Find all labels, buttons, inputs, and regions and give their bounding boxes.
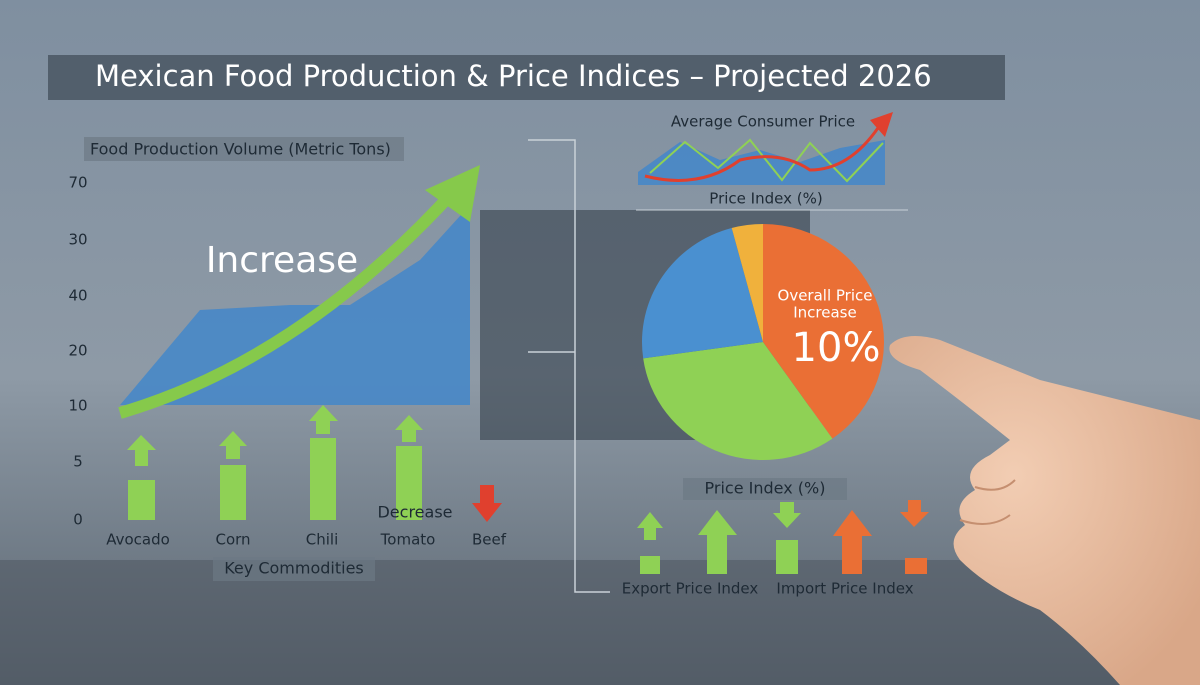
up-arrow (637, 512, 663, 540)
up-arrow (127, 435, 156, 466)
down-arrow (472, 485, 502, 522)
up-arrow (698, 510, 737, 574)
indices-title: Price Index (%) (705, 479, 826, 498)
pie-value: 10% (792, 325, 881, 371)
y-tick-label: 10 (68, 397, 87, 415)
x-label: Avocado (106, 531, 170, 549)
title-band (48, 55, 1005, 100)
mini-trend (644, 124, 882, 182)
pie (642, 224, 884, 461)
x-labels: Avocado Corn Chili Tomato Beef (106, 531, 507, 549)
bracket (528, 139, 610, 593)
y-ticks: 70 30 40 20 10 5 0 (68, 174, 87, 529)
x-label: Corn (215, 531, 250, 549)
bar (220, 465, 246, 520)
y-tick-label: 20 (68, 342, 87, 360)
bar (640, 556, 660, 574)
index-label: Export Price Index (622, 580, 759, 598)
index-label: Import Price Index (776, 580, 913, 598)
price-title: Average Consumer Price (671, 113, 855, 131)
bar (905, 558, 927, 574)
bar (128, 480, 155, 520)
commodity-bars (127, 405, 423, 520)
bar (396, 446, 422, 520)
x-label: Tomato (380, 531, 436, 549)
y-tick-label: 40 (68, 287, 87, 305)
label-box (84, 137, 404, 161)
pie-slice (642, 228, 763, 359)
arrow-head (425, 165, 480, 222)
y-tick-label: 0 (73, 511, 83, 529)
up-arrow (833, 510, 872, 574)
y-tick-label: 5 (73, 453, 83, 471)
axis-title: Food Production Volume (Metric Tons) (90, 140, 391, 159)
x-label: Chili (306, 531, 338, 549)
hand-creases (959, 479, 1016, 525)
trend-arrow (118, 185, 460, 419)
price-axis-label: Price Index (%) (709, 190, 822, 208)
pie-label: Increase (793, 304, 856, 322)
decrease-label: Decrease (377, 503, 452, 522)
up-arrow (309, 405, 338, 434)
x-label: Beef (472, 531, 507, 549)
annotation: Increase (206, 240, 358, 281)
bar (310, 438, 336, 520)
y-tick-label: 70 (68, 174, 87, 192)
mini-area (638, 140, 885, 185)
down-arrow (900, 500, 929, 527)
label-box (213, 557, 375, 581)
pie-label: Overall Price (778, 287, 873, 305)
up-arrow (395, 415, 423, 442)
x-axis-title: Key Commodities (224, 559, 364, 578)
up-arrow (219, 431, 247, 459)
mini-arrow-head (870, 112, 893, 137)
label-box (683, 478, 847, 500)
pie-slice (643, 342, 833, 461)
pie-slice (763, 224, 884, 439)
title: Mexican Food Production & Price Indices … (95, 59, 932, 93)
area (120, 205, 470, 405)
down-arrow (773, 502, 801, 528)
y-tick-label: 30 (68, 231, 87, 249)
mini-line (649, 138, 884, 183)
hand (889, 336, 1200, 685)
bar (776, 540, 798, 574)
pie-slice (731, 224, 763, 342)
